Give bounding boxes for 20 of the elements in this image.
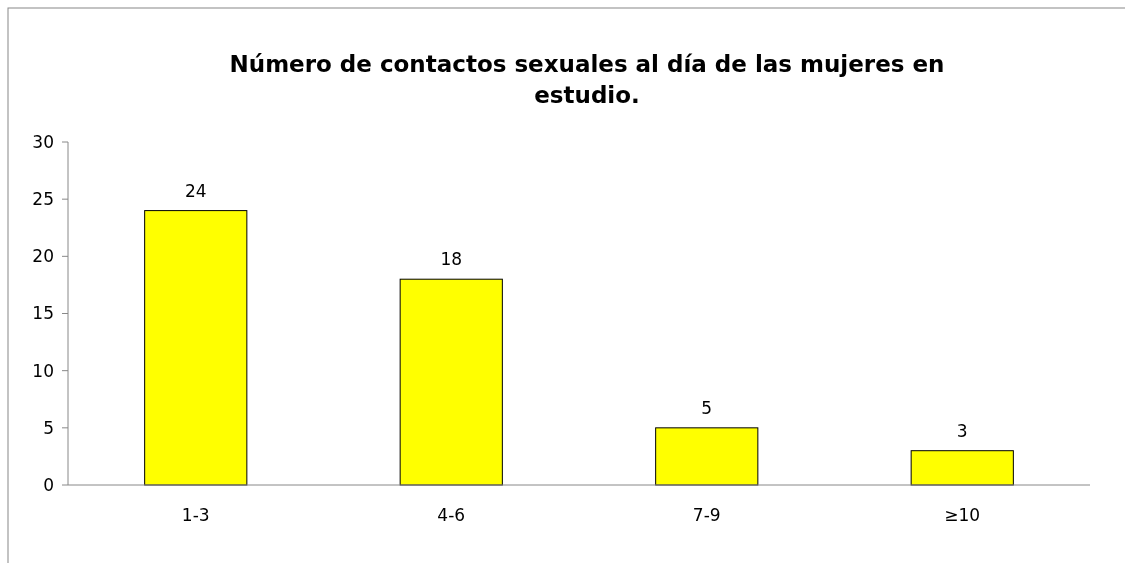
chart-title: Número de contactos sexuales al día de las mujeres en estudio. bbox=[229, 51, 945, 108]
y-tick-label: 20 bbox=[32, 246, 54, 267]
y-tick-label: 15 bbox=[32, 303, 54, 324]
bar bbox=[910, 450, 1014, 486]
bar bbox=[399, 278, 503, 486]
y-tick-label: 25 bbox=[32, 189, 54, 210]
y-tick-label: 5 bbox=[43, 417, 54, 438]
x-tick-label: 7-9 bbox=[692, 505, 721, 525]
data-label: 24 bbox=[184, 180, 207, 201]
y-tick-label: 30 bbox=[32, 131, 54, 152]
bar bbox=[144, 210, 248, 486]
x-tick-label: ≥10 bbox=[944, 505, 981, 525]
data-label: 5 bbox=[701, 397, 713, 418]
x-tick-label: 4-6 bbox=[437, 505, 466, 525]
y-tick-label: 10 bbox=[32, 360, 54, 381]
bar bbox=[655, 427, 759, 486]
data-label: 3 bbox=[956, 420, 968, 441]
x-tick-label: 1-3 bbox=[181, 505, 210, 525]
y-tick-label: 0 bbox=[43, 474, 54, 495]
data-label: 18 bbox=[440, 249, 463, 270]
